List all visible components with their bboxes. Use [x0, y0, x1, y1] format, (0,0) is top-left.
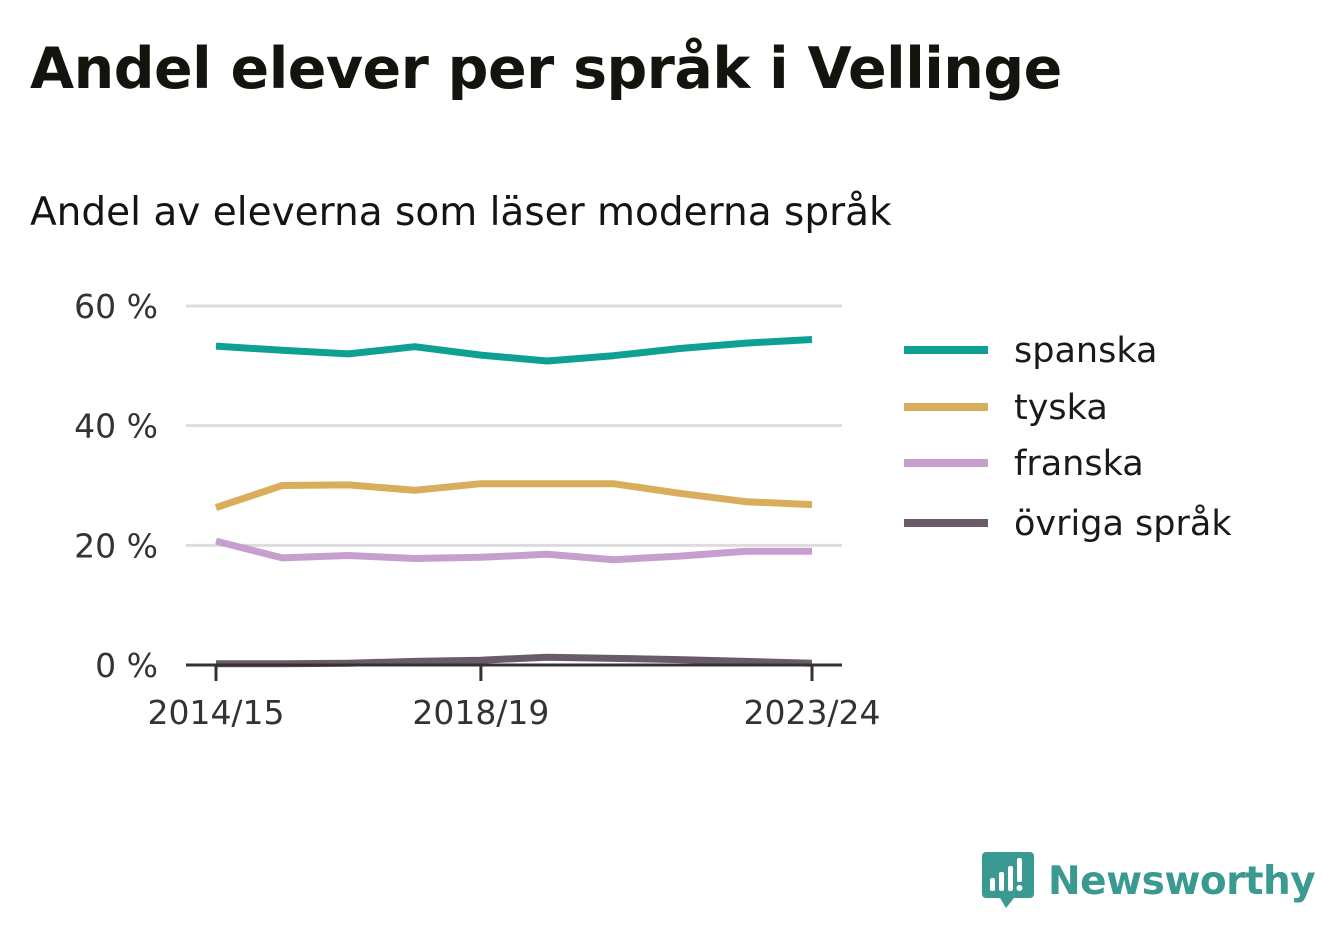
- y-tick-label: 20 %: [74, 526, 158, 565]
- legend-label: övriga språk: [1014, 503, 1232, 544]
- x-tick-label: 2018/19: [412, 693, 549, 732]
- axis-layer: 0 % 20 % 40 % 60 % 2014/15 2018/19 2023/24: [74, 287, 880, 732]
- series-line-4: [216, 653, 813, 668]
- legend-label: spanska: [1014, 331, 1157, 371]
- page-title: Andel elever per språk i Vellinge: [30, 36, 1062, 102]
- x-tick-label: 2023/24: [743, 693, 880, 732]
- series-line-1: [215, 336, 813, 365]
- chart-subtitle: Andel av eleverna som läser moderna språ…: [30, 190, 892, 235]
- legend: spanska tyska franska övriga språk: [904, 331, 1232, 544]
- newsworthy-logo-icon: [982, 852, 1034, 908]
- brand-name: Newsworthy: [1048, 858, 1316, 904]
- y-tick-label: 40 %: [74, 407, 158, 446]
- series-line-2: [214, 480, 813, 511]
- legend-label: franska: [1014, 444, 1144, 484]
- series-line-3: [215, 537, 812, 564]
- grid-layer: [186, 304, 842, 547]
- y-tick-label: 60 %: [74, 287, 158, 326]
- x-tick-label: 2014/15: [147, 693, 284, 732]
- series-layer: [214, 336, 813, 668]
- y-tick-label: 0 %: [95, 646, 158, 685]
- brand-logo: Newsworthy: [980, 850, 1316, 912]
- legend-label: tyska: [1014, 388, 1108, 428]
